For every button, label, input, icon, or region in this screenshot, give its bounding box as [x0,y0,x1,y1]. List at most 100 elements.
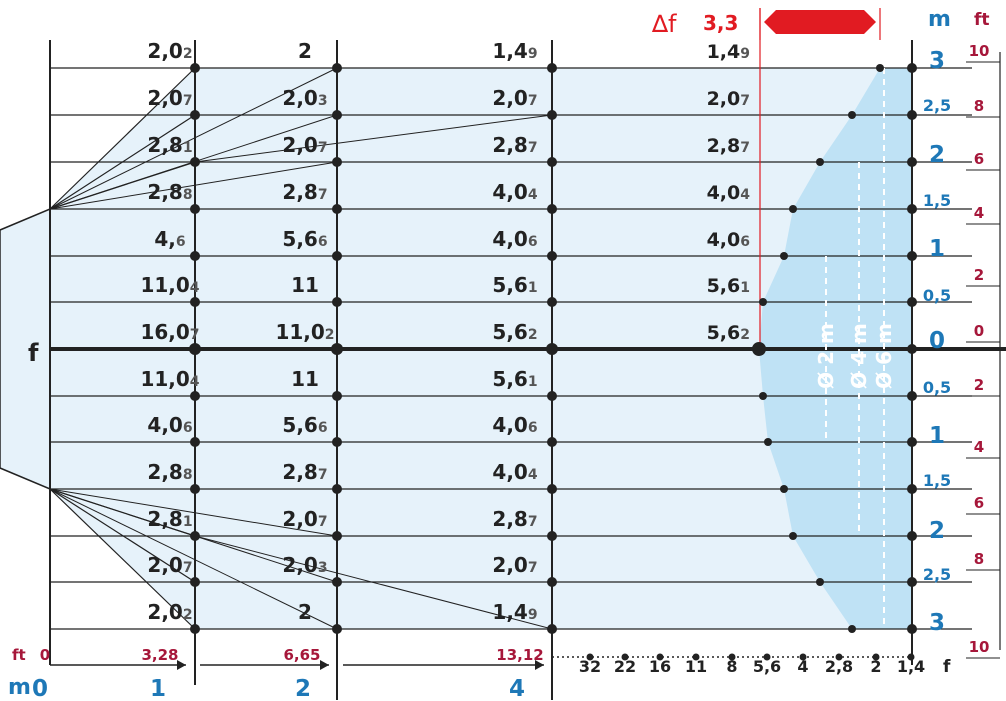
grid-dot [332,251,342,261]
delta-f-arrow [759,8,881,40]
grid-dot [547,63,557,73]
distance-label: 2 [298,39,312,63]
cone-dot [759,392,767,400]
cone-dot [816,578,824,586]
grid-dot [547,251,557,261]
f-number-label: 4 [797,657,808,676]
fan-line [49,488,338,630]
grid-dot [547,157,557,167]
grid-dot [907,204,917,214]
grid-dot [332,391,342,401]
f-scale-dot [692,653,700,661]
distance-label: 16,07 [140,320,199,344]
distance-label: 4,04 [707,182,751,204]
arrow-head [177,660,186,670]
grid-dot [331,343,343,355]
distance-label: 4,06 [492,227,537,251]
meter-scale-label: 3 [929,48,945,74]
distance-label: 1,49 [492,600,537,624]
distance-label: 2,03 [282,86,327,110]
grid-dot [907,297,917,307]
bottom-ft-unit: ft [12,646,26,664]
diameter-label: Ø 6 m [872,323,896,389]
distance-label: 4,06 [492,413,537,437]
grid-dot [907,391,917,401]
f-scale-dot [835,653,843,661]
cone-dot [848,111,856,119]
fan-line [49,67,196,210]
grid-dot [547,577,557,587]
distance-label: 11 [291,367,319,391]
distance-label: 4,6 [154,227,185,251]
distance-label: 2,03 [282,553,327,577]
distance-label: 1,49 [707,41,750,63]
meter-scale-label: 2 [929,518,945,544]
grid-dot [547,297,557,307]
distance-label: 2,07 [147,553,192,577]
f-number-label: 8 [726,657,737,676]
delta-f-value: 3,3 [703,11,738,35]
fan-line [49,488,338,537]
f-scale-dot [586,653,594,661]
feet-scale-label: 2 [974,376,984,394]
distance-label: 4,04 [492,460,537,484]
cone-dot [780,485,788,493]
ft-unit-label: ft [974,10,990,30]
grid-dot [190,437,200,447]
fan-line [49,67,338,210]
grid-dot [332,437,342,447]
fan-line [49,488,196,583]
grid-dot [907,624,917,634]
fan-line [49,114,196,210]
grid-dot [190,391,200,401]
distance-label: 5,61 [707,275,750,297]
fan-line [194,535,553,630]
cone-dot [816,158,824,166]
f-number-label: 1,4 [897,657,925,676]
feet-scale-label: 4 [974,204,984,222]
grid-dot [547,391,557,401]
distance-label: 11,02 [275,320,334,344]
grid-dot [332,63,342,73]
grid-dot [332,110,342,120]
distance-label: 2,88 [147,180,192,204]
f-scale-dot [763,653,771,661]
grid-dot [190,484,200,494]
f-scale-dot [872,653,880,661]
distance-label: 2,07 [282,133,327,157]
bottom-f-unit: f [943,657,951,677]
cone-dot [848,625,856,633]
grid-dot [907,157,917,167]
grid-dot [332,624,342,634]
grid-dot [907,531,917,541]
arrow-head [320,660,329,670]
grid-dot [547,437,557,447]
distance-label: 2,87 [282,460,327,484]
distance-label: 2,07 [492,86,537,110]
distance-label: 2,07 [147,86,192,110]
feet-scale-label: 6 [974,494,984,512]
grid-dot [332,577,342,587]
lens-shape [0,207,51,491]
arrow-head [535,660,544,670]
cone-dot [764,438,772,446]
grid-dot [190,297,200,307]
grid-dot [907,484,917,494]
meter-scale-label: 0,5 [923,378,951,397]
fan-line [194,114,553,163]
lens-f-label: f [28,339,39,367]
grid-dot [907,110,917,120]
cone-dot [780,252,788,260]
grid-dot [547,531,557,541]
f-number-label: 32 [579,657,601,676]
bottom-feet-label: 3,28 [141,646,178,664]
cone-dot [759,298,767,306]
meter-scale-label: 1 [929,423,945,449]
grid-dot [907,344,917,354]
feet-scale-label: 10 [969,638,990,656]
distance-label: 2,87 [492,133,537,157]
bottom-m-unit: m [8,675,31,700]
meter-scale-label: 1,5 [923,191,951,210]
distance-label: 4,04 [492,180,537,204]
distance-label: 2,88 [147,460,192,484]
